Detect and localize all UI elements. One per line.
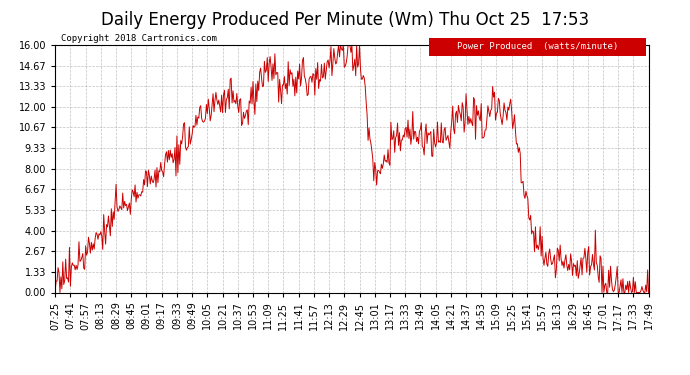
Text: Daily Energy Produced Per Minute (Wm) Thu Oct 25  17:53: Daily Energy Produced Per Minute (Wm) Th… [101,11,589,29]
Text: Copyright 2018 Cartronics.com: Copyright 2018 Cartronics.com [61,33,217,42]
